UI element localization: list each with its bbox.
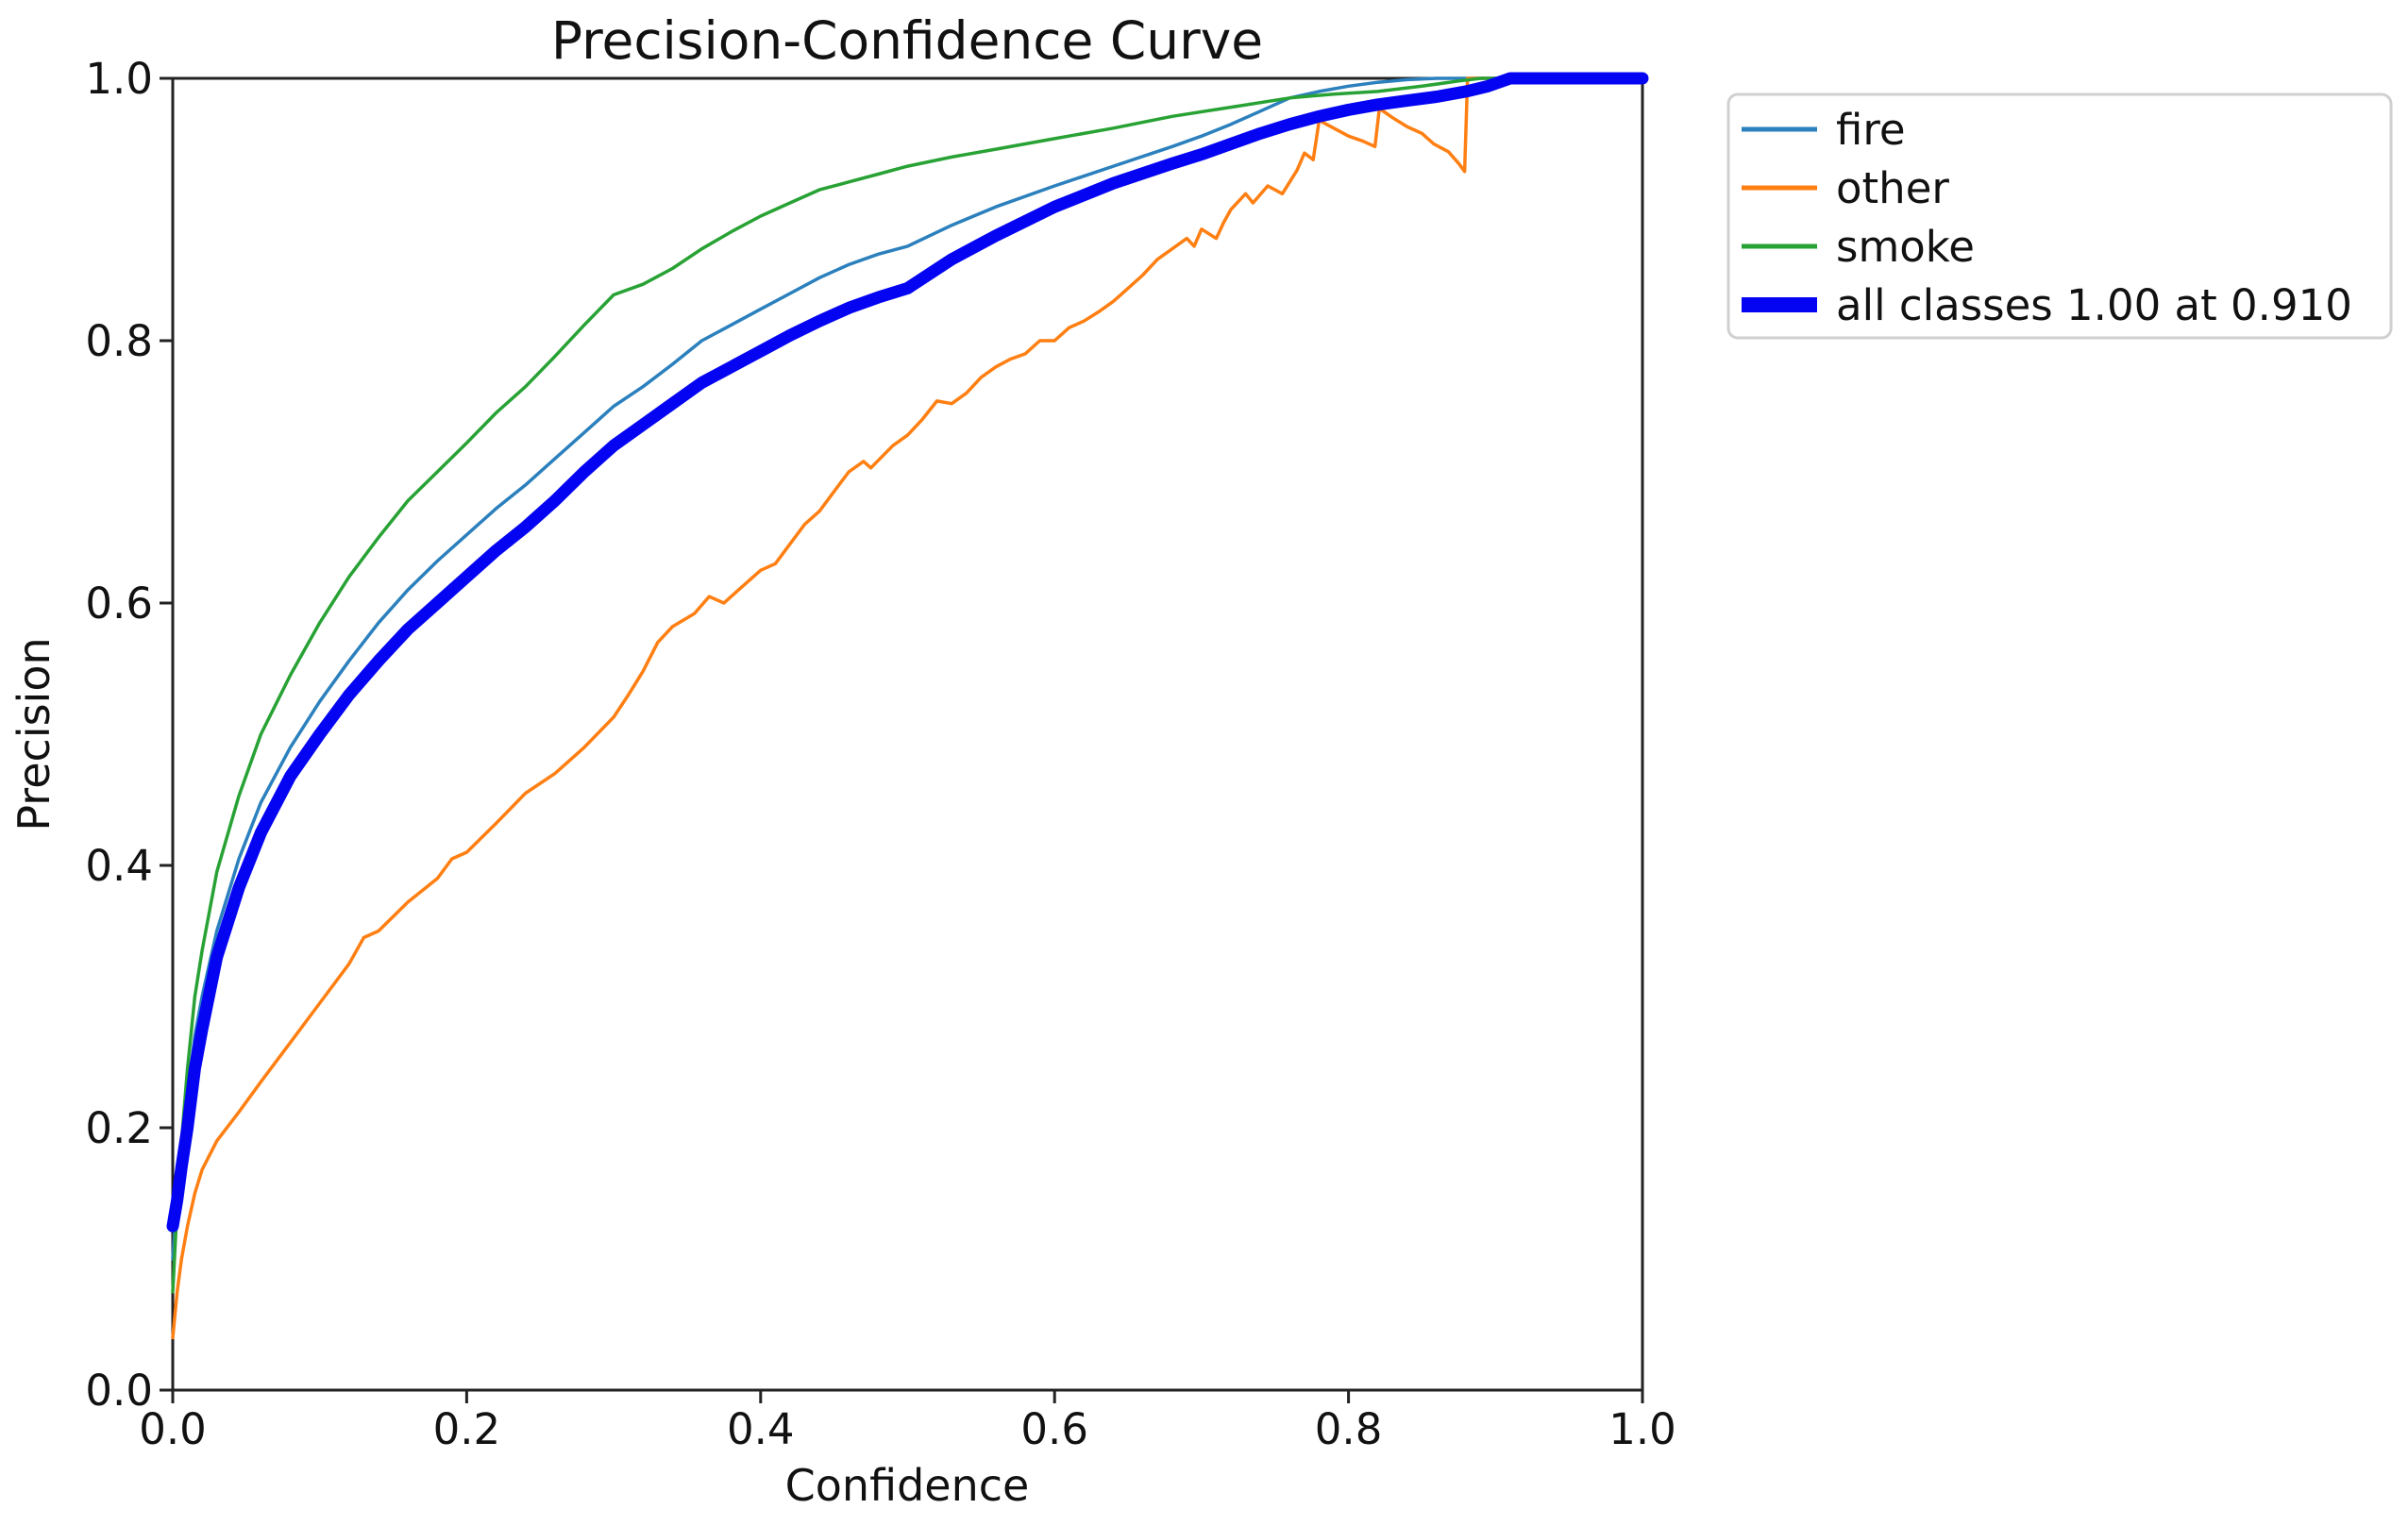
x-tick-label: 0.0 <box>139 1404 207 1454</box>
plot-area <box>171 76 1644 1392</box>
x-tick-label: 0.6 <box>1020 1404 1088 1454</box>
x-tick-label: 1.0 <box>1608 1404 1676 1454</box>
x-tick-label: 0.2 <box>433 1404 501 1454</box>
x-axis-ticks: 0.0 0.2 0.4 0.6 0.8 1.0 <box>139 1390 1676 1454</box>
x-tick-label: 0.8 <box>1315 1404 1383 1454</box>
legend-label: fire <box>1836 105 1906 155</box>
y-tick-label: 1.0 <box>85 54 153 104</box>
y-tick-label: 0.0 <box>85 1366 153 1416</box>
legend-item-smoke: smoke <box>1742 222 1975 272</box>
x-axis-label: Confidence <box>785 1460 1030 1511</box>
curve-smoke <box>171 76 1644 1294</box>
y-tick-label: 0.8 <box>85 316 153 366</box>
y-tick-label: 0.2 <box>85 1103 153 1153</box>
chart-title: Precision-Confidence Curve <box>551 10 1263 71</box>
legend-label: other <box>1836 163 1949 213</box>
curve-all <box>166 72 1649 1233</box>
legend-item-fire: fire <box>1742 105 1906 155</box>
y-axis-label: Precision <box>8 637 59 830</box>
legend-label: all classes 1.00 at 0.910 <box>1836 280 2352 330</box>
legend-item-other: other <box>1742 163 1949 213</box>
y-tick-label: 0.4 <box>85 841 153 891</box>
legend: fire other smoke all classes 1.00 at 0.910 <box>1726 92 2393 340</box>
legend-item-all: all classes 1.00 at 0.910 <box>1742 280 2352 330</box>
legend-box <box>1726 92 2393 340</box>
curves <box>166 72 1649 1340</box>
curve-other <box>171 76 1644 1340</box>
x-tick-label: 0.4 <box>727 1404 795 1454</box>
legend-label: smoke <box>1836 222 1975 272</box>
curve-fire <box>171 76 1644 1261</box>
y-tick-label: 0.6 <box>85 579 153 629</box>
y-axis-ticks: 0.0 0.2 0.4 0.6 0.8 1.0 <box>85 54 173 1416</box>
